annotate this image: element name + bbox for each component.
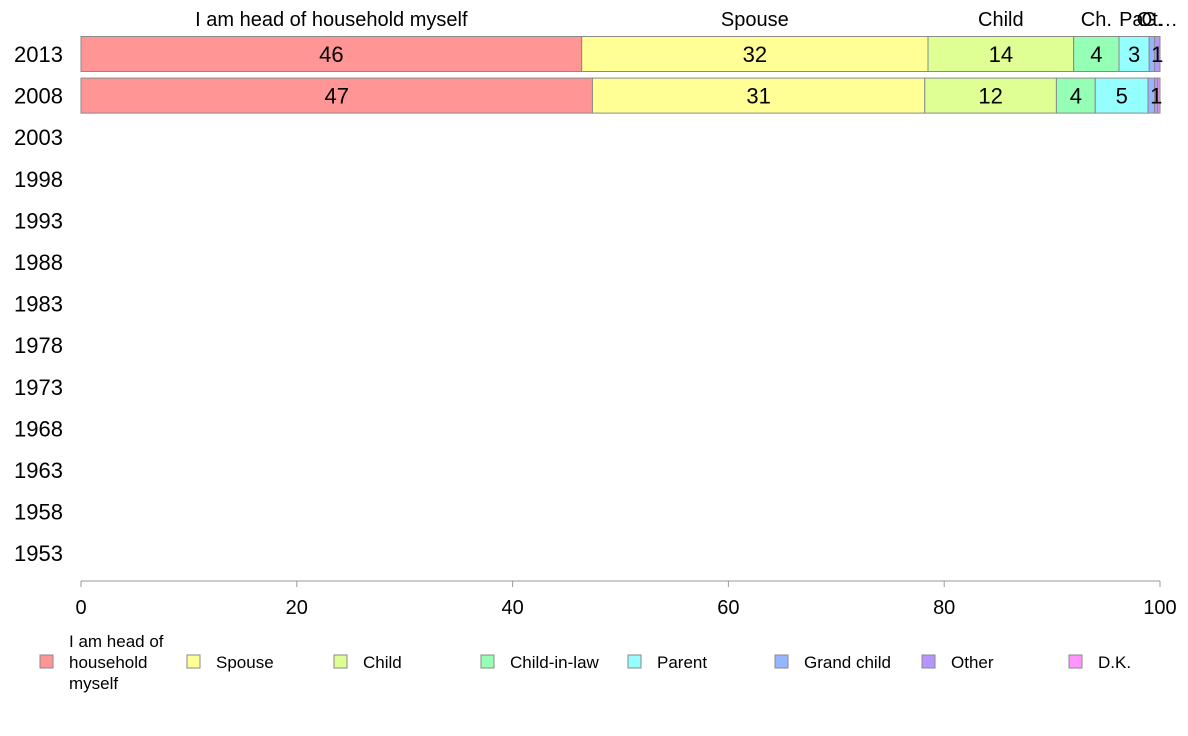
series-top-label: Child <box>978 9 1024 31</box>
y-tick-label: 1968 <box>14 416 63 441</box>
x-tick-label: 0 <box>75 597 86 619</box>
series-top-label: Ch. <box>1081 9 1112 31</box>
series-top-label: Pa. <box>1119 9 1149 31</box>
x-tick-label: 20 <box>286 597 308 619</box>
series-top-label: I am head of household myself <box>195 9 468 31</box>
y-tick-label: 2013 <box>14 42 63 67</box>
y-tick-label: 1983 <box>14 292 63 317</box>
x-tick-label: 40 <box>501 597 523 619</box>
y-tick-label: 2008 <box>14 84 63 109</box>
y-tick-label: 1988 <box>14 250 63 275</box>
bar-value-label: 1 <box>1150 84 1162 109</box>
bar-segment <box>927 36 1075 72</box>
bar-value-label: 47 <box>324 84 348 109</box>
legend-label: Spouse <box>216 653 274 672</box>
bar-segment <box>80 36 583 72</box>
legend-swatch <box>1068 654 1083 669</box>
series-top-label: G. <box>1141 9 1162 31</box>
x-tick-label: 60 <box>717 597 739 619</box>
bar-value-label: 12 <box>978 84 1002 109</box>
bar-segment <box>1094 77 1149 114</box>
series-top-label: Ot… <box>1137 9 1178 31</box>
x-axis: 0 20 40 60 80 100 <box>75 580 1177 619</box>
bar-segment <box>1154 36 1161 72</box>
bar-value-label: 14 <box>989 42 1013 67</box>
legend-swatch <box>774 654 789 669</box>
bar-segment <box>1157 77 1161 114</box>
bar-value-label: 31 <box>746 84 770 109</box>
legend-label: I am head of household myself <box>69 632 164 693</box>
bar-value-label: 5 <box>1116 84 1128 109</box>
bar-segment <box>924 77 1057 114</box>
y-tick-label: 1978 <box>14 333 63 358</box>
y-tick-label: 2003 <box>14 125 63 150</box>
legend-swatch <box>39 654 54 669</box>
bar-value-label: 3 <box>1128 42 1140 67</box>
bar-segment <box>80 77 593 114</box>
top-series-labels: I am head of household myself Spouse Child… <box>195 9 1178 31</box>
y-tick-label: 1953 <box>14 541 63 566</box>
y-axis-labels: 2013 2008 2003 1998 1993 1988 1983 1978 1973 1968… <box>14 42 63 566</box>
bar-segment <box>1118 36 1150 72</box>
bars <box>80 36 1161 114</box>
legend-swatch <box>186 654 201 669</box>
x-tick-label: 80 <box>933 597 955 619</box>
legend-label: Other <box>951 653 994 672</box>
legend-swatch <box>333 654 348 669</box>
y-tick-label: 1993 <box>14 208 63 233</box>
y-tick-label: 1973 <box>14 375 63 400</box>
bar-value-label: 32 <box>743 42 767 67</box>
bar-segment <box>1073 36 1120 72</box>
bar-value-label: 4 <box>1070 84 1082 109</box>
bar-value-labels: 46 32 14 4 3 147 31 12 4 5 1 <box>319 42 1163 109</box>
x-tick-label: 100 <box>1143 597 1176 619</box>
bar-value-label: 4 <box>1090 42 1102 67</box>
y-tick-label: 1963 <box>14 458 63 483</box>
legend-swatch <box>480 654 495 669</box>
bar-value-label: 1 <box>1151 42 1163 67</box>
legend-label: D.K. <box>1098 653 1131 672</box>
legend-label: Child-in-law <box>510 653 600 672</box>
y-tick-label: 1998 <box>14 167 63 192</box>
series-top-label: Spouse <box>721 9 789 31</box>
legend-swatch <box>921 654 936 669</box>
bar-segment <box>591 77 926 114</box>
legend: I am head of household myself Spouse Child Ch… <box>39 632 1131 693</box>
y-tick-label: 1958 <box>14 500 63 525</box>
bar-value-label: 46 <box>319 42 343 67</box>
legend-label: Child <box>363 653 402 672</box>
legend-label: Grand child <box>804 653 891 672</box>
legend-swatch <box>627 654 642 669</box>
legend-label: Parent <box>657 653 707 672</box>
